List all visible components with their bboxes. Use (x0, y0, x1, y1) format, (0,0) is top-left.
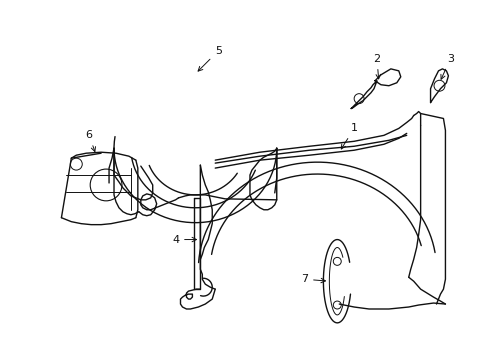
Text: 2: 2 (373, 54, 380, 79)
Text: 6: 6 (85, 130, 95, 152)
Text: 5: 5 (198, 46, 221, 71)
Text: 3: 3 (440, 54, 453, 79)
Text: 7: 7 (300, 274, 325, 284)
Text: 4: 4 (172, 234, 196, 244)
Text: 1: 1 (341, 123, 357, 149)
